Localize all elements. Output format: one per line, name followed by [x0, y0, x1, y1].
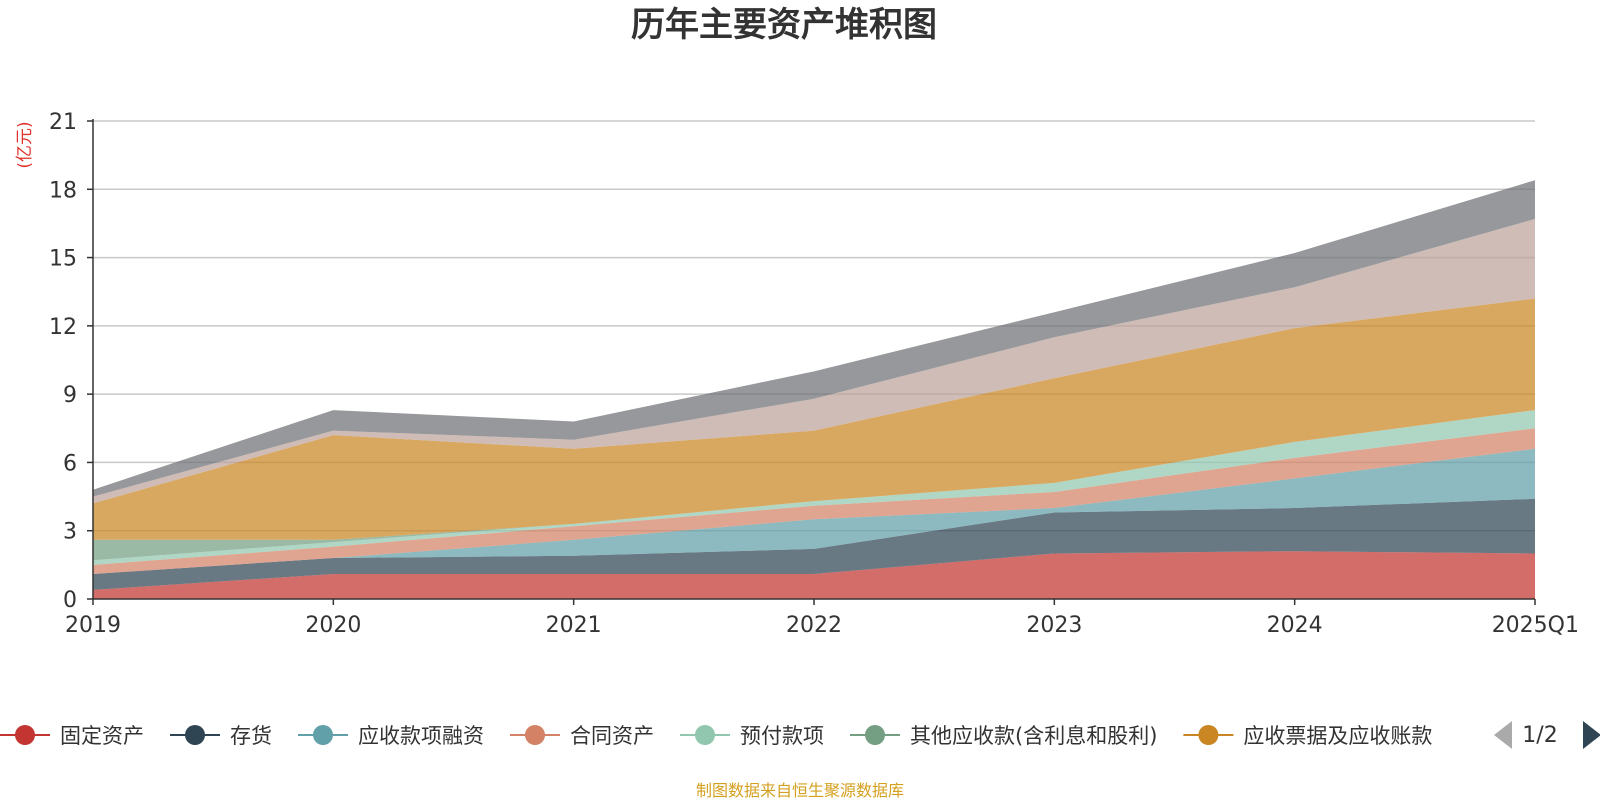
x-tick-label: 2022 [786, 613, 842, 638]
legend-label: 应收款项融资 [358, 724, 484, 748]
y-tick-label: 21 [49, 110, 77, 135]
y-tick-label: 12 [49, 315, 77, 340]
y-tick-label: 6 [63, 451, 77, 476]
y-axis-unit: (亿元) [15, 121, 35, 168]
y-tick-label: 0 [63, 588, 77, 613]
legend-pager[interactable]: 1/2 [1494, 721, 1600, 749]
area-series-4 [93, 410, 1535, 565]
legend-label: 合同资产 [570, 724, 654, 748]
legend-circle-marker [865, 725, 885, 745]
axes: 0 3 6 9 12 15 18 21 2019 2020 2021 2022 2023 2024 2025… [49, 110, 1579, 638]
area-series-3 [93, 428, 1535, 574]
area-series-5 [93, 410, 1535, 561]
legend-item[interactable]: 应收款项融资 [298, 724, 484, 748]
series-areas [93, 180, 1535, 599]
legend-label: 存货 [230, 724, 272, 748]
y-tick-label: 9 [63, 383, 77, 408]
area-series-8 [93, 180, 1535, 497]
area-series-0 [93, 551, 1535, 599]
x-tick-label: 2023 [1026, 613, 1082, 638]
legend-circle-marker [15, 725, 35, 745]
data-source-note: 制图数据来自恒生聚源数据库 [696, 781, 904, 800]
legend-label: 应收票据及应收账款 [1243, 724, 1432, 748]
legend-item[interactable]: 存货 [170, 724, 272, 748]
legend-circle-marker [185, 725, 205, 745]
legend-page-indicator: 1/2 [1522, 723, 1557, 748]
y-tick-label: 3 [63, 520, 77, 545]
area-series-6 [93, 298, 1535, 540]
y-tick-label: 15 [49, 247, 77, 272]
chart-title: 历年主要资产堆积图 [631, 5, 937, 45]
legend-item[interactable]: 应收票据及应收账款 [1183, 724, 1432, 748]
legend[interactable]: 固定资产 存货 应收款项融资 合同资产 预付款项 其他应收款(含利息和股利) 应收票据及应收… [0, 724, 1432, 748]
x-tick-label: 2024 [1267, 613, 1323, 638]
legend-circle-marker [313, 725, 333, 745]
legend-circle-marker [525, 725, 545, 745]
legend-item[interactable]: 预付款项 [680, 724, 824, 748]
x-tick-label: 2021 [546, 613, 602, 638]
x-tick-label: 2025Q1 [1492, 613, 1579, 638]
legend-circle-marker [695, 725, 715, 745]
legend-prev-icon[interactable] [1494, 721, 1512, 749]
legend-circle-marker [1198, 725, 1219, 745]
legend-label: 其他应收款(含利息和股利) [910, 724, 1157, 748]
legend-item[interactable]: 固定资产 [0, 724, 144, 748]
x-tick-label: 2019 [65, 613, 121, 638]
legend-item[interactable]: 合同资产 [510, 724, 654, 748]
legend-label: 预付款项 [740, 724, 824, 748]
legend-next-icon[interactable] [1583, 721, 1600, 749]
x-tick-label: 2020 [305, 613, 361, 638]
legend-item[interactable]: 其他应收款(含利息和股利) [850, 724, 1157, 748]
legend-label: 固定资产 [60, 724, 144, 748]
area-series-1 [93, 498, 1535, 590]
y-tick-label: 18 [49, 178, 77, 203]
